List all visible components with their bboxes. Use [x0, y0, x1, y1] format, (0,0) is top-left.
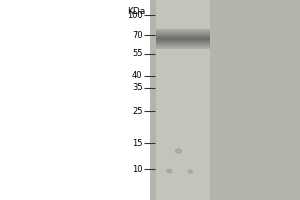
Bar: [156, 48, 210, 49]
Text: 10: 10: [132, 164, 142, 173]
Bar: [156, 42, 210, 43]
Circle shape: [188, 170, 193, 173]
Circle shape: [176, 149, 182, 153]
Bar: [156, 41, 210, 42]
Text: 40: 40: [132, 72, 142, 80]
Bar: [156, 29, 210, 30]
Bar: [156, 38, 210, 39]
Bar: [156, 40, 210, 41]
Bar: [156, 30, 210, 31]
Text: 70: 70: [132, 30, 142, 40]
Bar: [156, 0, 210, 200]
Bar: [156, 37, 210, 38]
Text: 35: 35: [132, 83, 142, 92]
Bar: [156, 36, 210, 37]
Bar: [156, 43, 210, 44]
Text: 15: 15: [132, 138, 142, 147]
Text: 55: 55: [132, 49, 142, 58]
Bar: [156, 35, 210, 36]
Text: 100: 100: [127, 10, 142, 20]
Text: KDa: KDa: [127, 7, 146, 16]
Bar: [156, 33, 210, 34]
Bar: [156, 31, 210, 32]
Bar: [150, 0, 300, 200]
Circle shape: [167, 169, 172, 173]
Bar: [156, 39, 210, 40]
Text: 25: 25: [132, 107, 142, 116]
Bar: [156, 32, 210, 33]
Bar: [156, 44, 210, 45]
Bar: [156, 34, 210, 35]
Bar: [156, 46, 210, 47]
Bar: [156, 47, 210, 48]
Bar: [0, 0, 150, 200]
Bar: [156, 45, 210, 46]
